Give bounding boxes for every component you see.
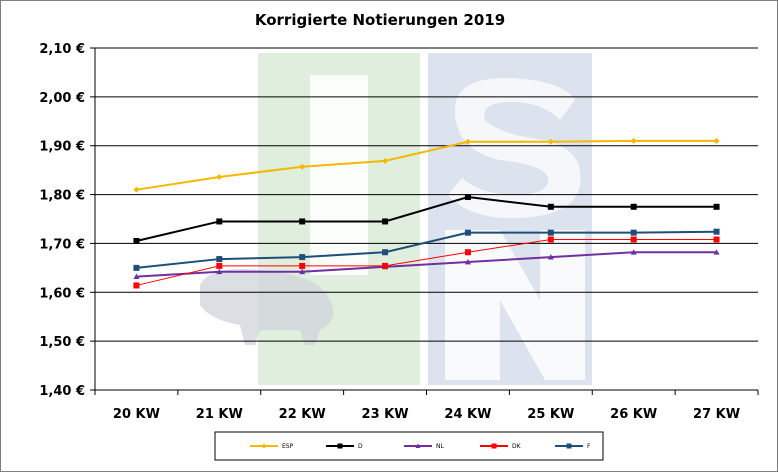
data-point bbox=[713, 137, 720, 144]
chart-title: Korrigierte Notierungen 2019 bbox=[255, 11, 505, 29]
data-point bbox=[630, 203, 637, 210]
data-point bbox=[133, 186, 140, 193]
y-tick-label: 1,50 € bbox=[39, 335, 85, 350]
data-point bbox=[713, 228, 720, 235]
data-point bbox=[547, 203, 554, 210]
legend-label: NL bbox=[436, 443, 444, 450]
series-esp bbox=[133, 137, 720, 193]
gridlines bbox=[95, 47, 758, 391]
series-nl bbox=[133, 249, 720, 280]
data-point bbox=[133, 237, 140, 244]
x-tick-label: 24 KW bbox=[444, 407, 491, 422]
data-point bbox=[299, 254, 306, 261]
series-f bbox=[133, 228, 720, 271]
data-point bbox=[547, 254, 554, 260]
legend: ESP D NL DK F bbox=[214, 431, 604, 461]
legend-marker bbox=[337, 443, 343, 449]
data-point bbox=[133, 282, 140, 289]
data-point bbox=[299, 218, 306, 225]
data-point bbox=[216, 173, 223, 180]
legend-marker bbox=[491, 443, 497, 449]
y-axis: 1,40 € 1,50 € 1,60 € 1,70 € 1,80 € 1,90 € 2,00… bbox=[39, 42, 96, 399]
data-point bbox=[216, 268, 223, 275]
legend-marker bbox=[415, 443, 421, 448]
x-axis: 20 KW 21 KW 22 KW 23 KW 24 KW 25 KW 26 KW 27 KW bbox=[94, 389, 759, 422]
x-tick-label: 26 KW bbox=[610, 407, 657, 422]
data-point bbox=[547, 236, 554, 243]
y-tick-label: 1,40 € bbox=[39, 384, 85, 399]
x-tick-label: 23 KW bbox=[362, 407, 409, 422]
data-point bbox=[464, 229, 471, 236]
series-line bbox=[136, 139, 717, 191]
y-tick-label: 2,00 € bbox=[39, 91, 85, 106]
y-tick-label: 1,90 € bbox=[39, 140, 85, 155]
data-point bbox=[299, 262, 306, 269]
data-point bbox=[630, 236, 637, 243]
series-line bbox=[136, 239, 717, 286]
x-tick-label: 21 KW bbox=[196, 407, 243, 422]
legend-marker bbox=[566, 443, 572, 449]
data-point bbox=[216, 262, 223, 269]
y-tick-label: 1,60 € bbox=[39, 286, 85, 301]
data-point bbox=[464, 258, 471, 265]
data-point bbox=[382, 262, 389, 269]
y-tick-label: 1,80 € bbox=[39, 189, 85, 204]
data-point bbox=[630, 229, 637, 236]
data-point bbox=[216, 218, 223, 225]
data-point bbox=[630, 249, 637, 255]
data-point bbox=[464, 138, 471, 145]
y-tick-label: 2,10 € bbox=[39, 42, 85, 57]
data-point bbox=[382, 157, 389, 164]
x-tick-label: 20 KW bbox=[113, 407, 160, 422]
data-point bbox=[299, 268, 306, 275]
series-line bbox=[136, 195, 717, 242]
legend-label: ESP bbox=[282, 443, 294, 450]
data-point bbox=[464, 194, 471, 201]
legend-label: D bbox=[358, 443, 363, 450]
data-point bbox=[133, 264, 140, 271]
series-line bbox=[136, 251, 717, 278]
data-point bbox=[299, 163, 306, 170]
x-tick-label: 22 KW bbox=[279, 407, 326, 422]
legend-label: DK bbox=[512, 443, 522, 450]
data-point bbox=[547, 138, 554, 145]
data-point bbox=[713, 203, 720, 210]
x-tick-label: 27 KW bbox=[693, 407, 740, 422]
isn-watermark-logo bbox=[200, 53, 592, 385]
data-point bbox=[382, 218, 389, 225]
series-d bbox=[133, 194, 720, 244]
series-line bbox=[136, 230, 717, 269]
x-tick-label: 25 KW bbox=[527, 407, 574, 422]
data-point bbox=[382, 249, 389, 256]
data-point bbox=[216, 256, 223, 263]
data-point bbox=[713, 249, 720, 255]
data-point bbox=[630, 137, 637, 144]
data-point bbox=[464, 249, 471, 256]
series-lines bbox=[133, 137, 720, 289]
series-dk bbox=[133, 236, 720, 289]
y-tick-label: 1,70 € bbox=[39, 237, 85, 252]
legend-label: F bbox=[587, 443, 591, 450]
data-point bbox=[547, 229, 554, 236]
legend-marker bbox=[261, 443, 267, 449]
data-point bbox=[713, 236, 720, 243]
data-point bbox=[133, 273, 140, 280]
